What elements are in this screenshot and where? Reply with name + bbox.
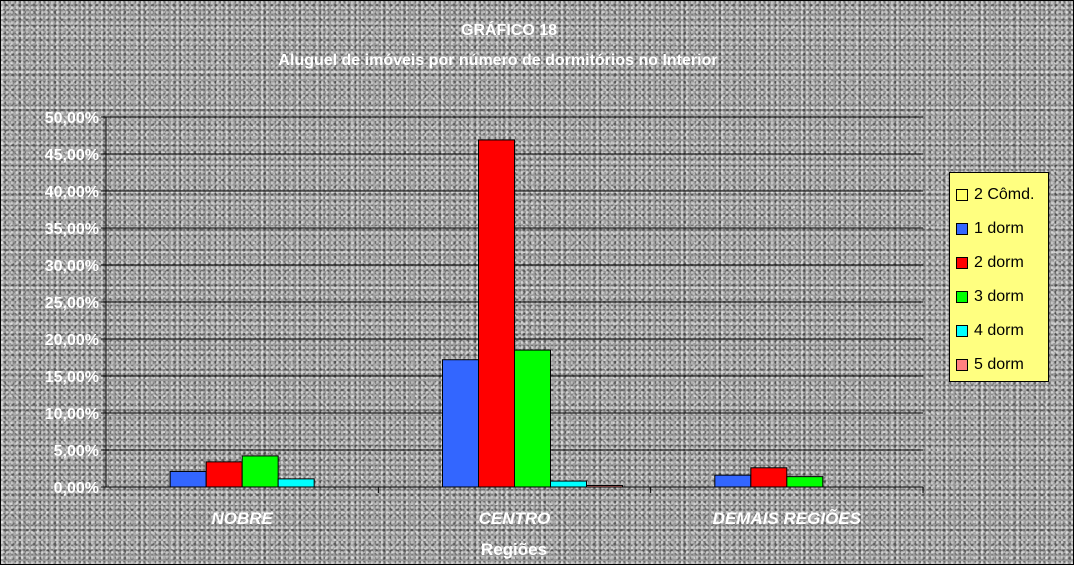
x-category-label: CENTRO <box>479 509 551 528</box>
chart-subtitle: Aluguel de imóveis por número de dormitó… <box>278 52 717 69</box>
legend-item: 2 dorm <box>956 246 1048 280</box>
y-tick-label: 50,00% <box>45 110 99 127</box>
y-tick-label: 45,00% <box>45 147 99 164</box>
legend-item: 3 dorm <box>956 280 1048 314</box>
y-tick-label: 35,00% <box>45 221 99 238</box>
y-tick-label: 25,00% <box>45 295 99 312</box>
bars <box>169 139 824 488</box>
legend-label: 2 Cômd. <box>974 186 1035 203</box>
y-tick-label: 5,00% <box>54 443 99 460</box>
bar <box>205 461 243 488</box>
legend-item: 2 Cômd. <box>956 178 1048 212</box>
y-tick-label: 0,00% <box>54 480 99 497</box>
bar <box>786 476 824 488</box>
bar <box>277 478 315 488</box>
legend: 2 Cômd. 1 dorm 2 dorm 3 dorm 4 dorm 5 dorm <box>949 172 1049 382</box>
legend-swatch <box>956 359 968 371</box>
legend-label: 2 dorm <box>974 254 1024 271</box>
legend-item: 4 dorm <box>956 314 1048 348</box>
bar <box>550 480 587 488</box>
axes <box>105 117 924 493</box>
bar <box>478 139 515 488</box>
y-axis-ticks: 0,00% 5,00% 10,00% 15,00% 20,00% 25,00% 30,00%… <box>45 110 106 497</box>
x-axis-categories: NOBRE CENTRO DEMAIS REGIÕES <box>211 508 861 528</box>
legend-swatch <box>956 257 968 269</box>
bar <box>750 467 788 488</box>
x-category-label: DEMAIS REGIÕES <box>713 508 862 528</box>
y-tick-label: 20,00% <box>45 332 99 349</box>
y-tick-label: 10,00% <box>45 406 99 423</box>
x-category-label: NOBRE <box>211 509 273 528</box>
bar <box>442 359 479 488</box>
bar <box>241 455 279 488</box>
x-axis-title: Regiões <box>481 540 547 559</box>
bar <box>714 474 752 488</box>
legend-swatch <box>956 325 968 337</box>
bar <box>514 349 551 488</box>
legend-item: 1 dorm <box>956 212 1048 246</box>
legend-swatch <box>956 189 968 201</box>
legend-label: 4 dorm <box>974 322 1024 339</box>
chart-title: GRÁFICO 18 <box>461 20 557 39</box>
bar <box>169 470 207 488</box>
y-tick-label: 15,00% <box>45 369 99 386</box>
y-tick-label: 40,00% <box>45 184 99 201</box>
legend-swatch <box>956 291 968 303</box>
y-tick-label: 30,00% <box>45 258 99 275</box>
legend-label: 5 dorm <box>974 356 1024 373</box>
legend-label: 3 dorm <box>974 288 1024 305</box>
legend-label: 1 dorm <box>974 220 1024 237</box>
legend-swatch <box>956 223 968 235</box>
legend-item: 5 dorm <box>956 348 1048 382</box>
